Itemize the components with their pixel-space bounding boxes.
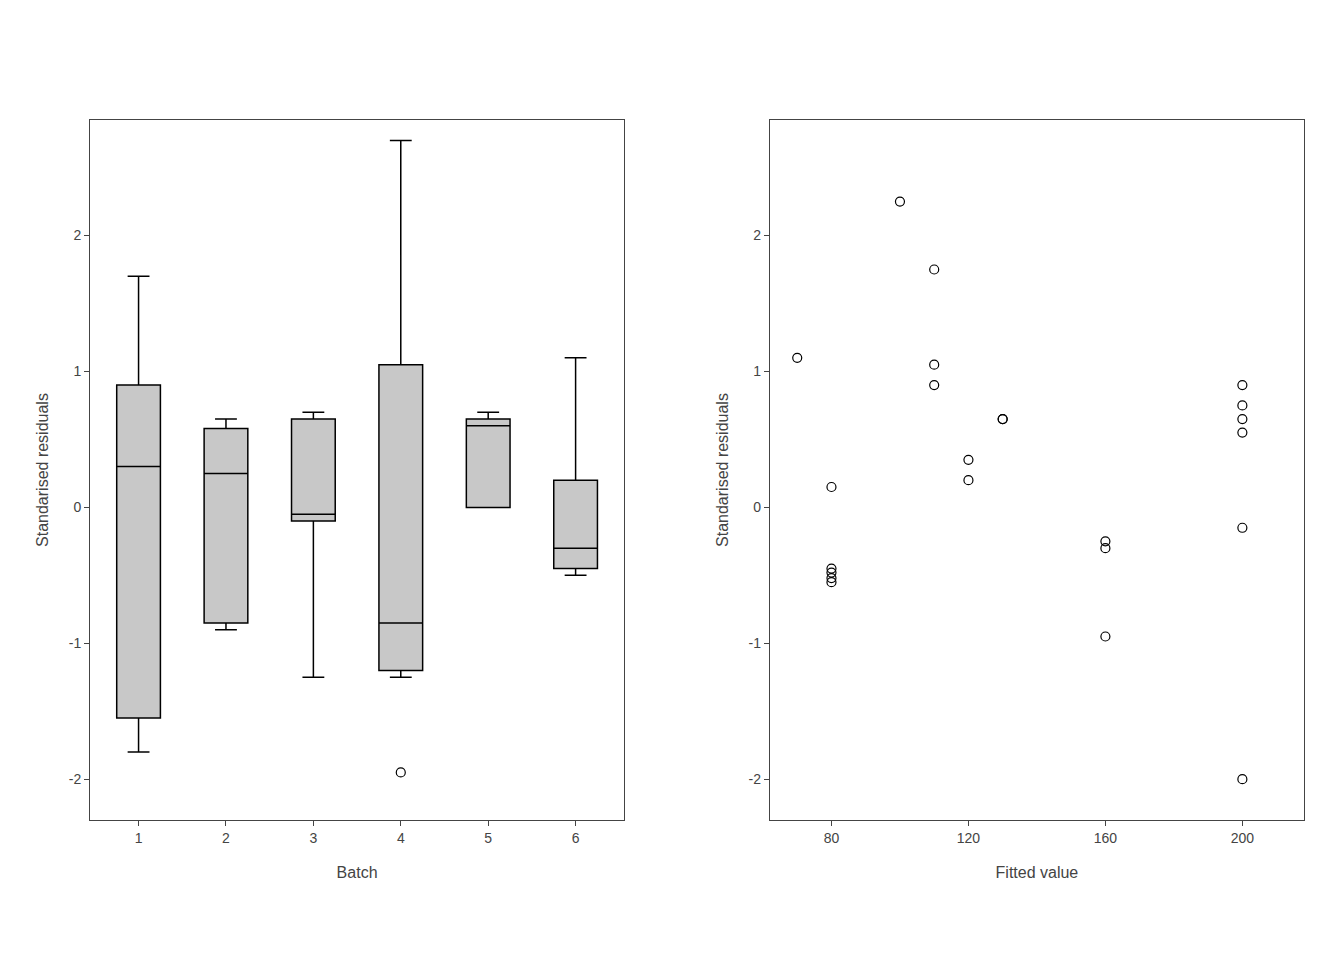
svg-text:-1: -1 [749, 635, 762, 651]
svg-text:-2: -2 [749, 771, 762, 787]
svg-text:200: 200 [1231, 830, 1255, 846]
svg-text:1: 1 [135, 830, 143, 846]
svg-text:2: 2 [73, 227, 81, 243]
svg-text:120: 120 [957, 830, 981, 846]
svg-text:160: 160 [1094, 830, 1118, 846]
svg-text:0: 0 [73, 499, 81, 515]
svg-text:Fitted value: Fitted value [996, 864, 1079, 881]
svg-text:Standarised residuals: Standarised residuals [714, 393, 731, 547]
svg-text:3: 3 [309, 830, 317, 846]
svg-text:Standarised residuals: Standarised residuals [34, 393, 51, 547]
svg-text:-1: -1 [69, 635, 82, 651]
svg-text:Batch: Batch [337, 864, 378, 881]
svg-text:2: 2 [753, 227, 761, 243]
svg-text:80: 80 [824, 830, 840, 846]
svg-text:2: 2 [222, 830, 230, 846]
svg-text:4: 4 [397, 830, 405, 846]
svg-text:0: 0 [753, 499, 761, 515]
svg-text:5: 5 [484, 830, 492, 846]
svg-text:1: 1 [753, 363, 761, 379]
svg-text:1: 1 [73, 363, 81, 379]
svg-text:6: 6 [572, 830, 580, 846]
svg-text:-2: -2 [69, 771, 82, 787]
